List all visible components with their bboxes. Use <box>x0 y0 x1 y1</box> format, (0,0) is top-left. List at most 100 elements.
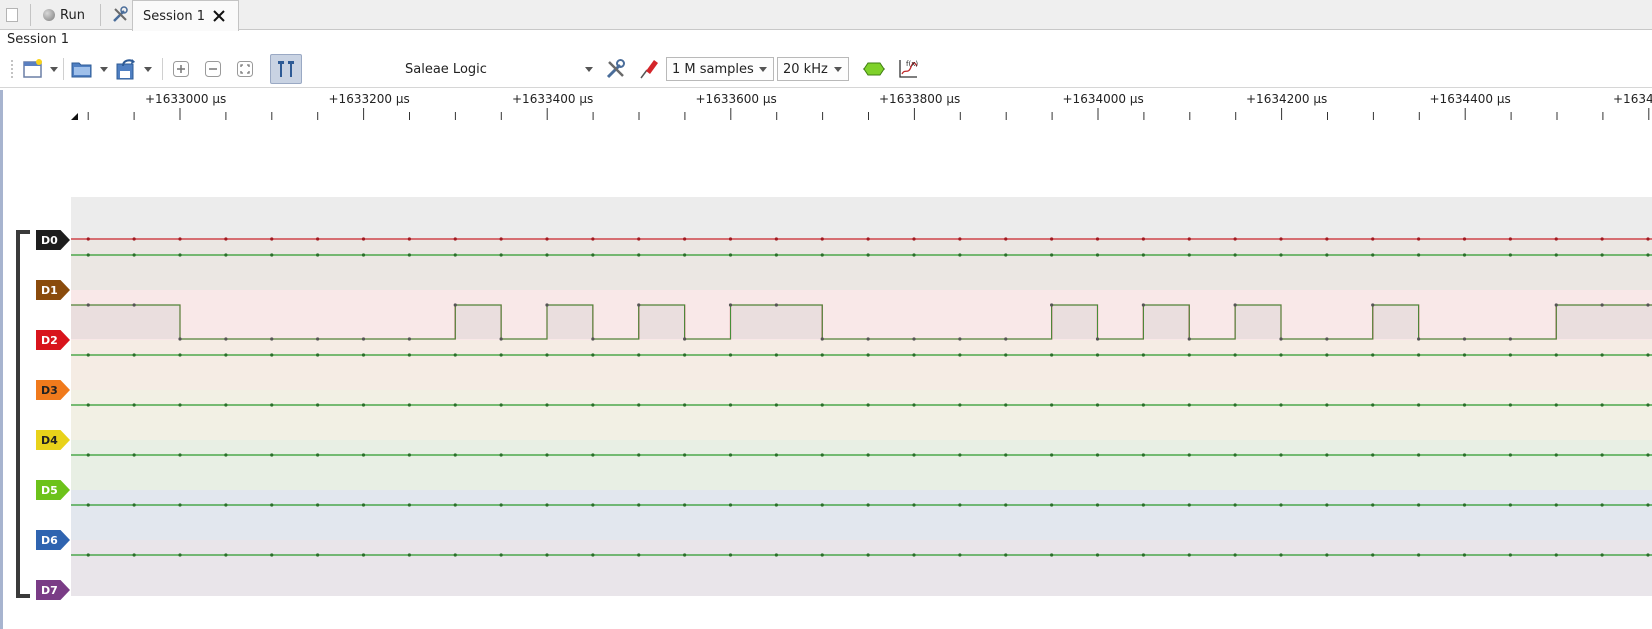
sample-dot <box>1508 337 1512 341</box>
sample-dot <box>1554 503 1558 507</box>
sample-dot <box>499 237 503 241</box>
zoom-out-button[interactable] <box>202 54 224 84</box>
sample-dot <box>591 453 595 457</box>
sample-dot <box>683 453 687 457</box>
sample-dot <box>499 253 503 257</box>
sample-dot <box>683 553 687 557</box>
sample-dot <box>1187 503 1191 507</box>
sample-dot <box>1646 403 1650 407</box>
device-name: Saleae Logic <box>405 61 487 77</box>
probe-button[interactable] <box>636 54 662 84</box>
channel-tag-d3[interactable]: D3 <box>36 380 70 400</box>
page-icon <box>6 8 18 22</box>
toolbar: Saleae Logic <box>0 50 1652 88</box>
sample-dot <box>453 237 457 241</box>
sample-dot <box>1462 337 1467 341</box>
samples-select[interactable]: 1 M samples <box>666 57 774 81</box>
sample-dot <box>1462 453 1467 457</box>
sample-dot <box>132 353 136 357</box>
sample-dot <box>1325 453 1329 457</box>
samples-value: 1 M samples <box>672 61 754 77</box>
tab-tools[interactable] <box>110 0 130 30</box>
sample-dot <box>728 503 733 507</box>
tab-session[interactable]: Session 1 <box>132 0 240 31</box>
sample-dot <box>1325 553 1329 557</box>
sample-dot <box>1554 353 1558 357</box>
sample-dot <box>316 453 320 457</box>
sample-dot <box>1508 553 1512 557</box>
sample-dot <box>453 253 457 257</box>
sample-dot <box>132 403 136 407</box>
device-selector[interactable]: Saleae Logic <box>405 54 605 84</box>
channel-tag-d2[interactable]: D2 <box>36 330 70 350</box>
sample-dot <box>1600 303 1604 307</box>
sample-dot <box>1646 503 1650 507</box>
new-session-button[interactable] <box>20 54 60 84</box>
channel-tag-d5[interactable]: D5 <box>36 480 70 500</box>
device-settings-button[interactable] <box>603 54 629 84</box>
lane-d5 <box>71 440 1652 490</box>
sample-dot <box>1508 453 1512 457</box>
sample-dot <box>1371 453 1375 457</box>
sample-dot <box>499 503 503 507</box>
zoom-in-button[interactable] <box>170 54 192 84</box>
sample-dot <box>1187 237 1191 241</box>
sample-dot <box>866 553 870 557</box>
sample-dot <box>1050 503 1054 507</box>
time-ruler[interactable]: +1633000 µs +1633200 µs +1633400 µs +163360… <box>0 90 1652 120</box>
new-page-tab[interactable] <box>6 0 18 30</box>
sample-dot <box>683 253 687 257</box>
signal-d2-high-pulse <box>730 305 823 339</box>
close-icon[interactable] <box>212 9 226 23</box>
signal-d2-high-pulse <box>547 305 593 339</box>
probe-pen-icon <box>640 60 658 79</box>
channel-tag-d1[interactable]: D1 <box>36 280 70 300</box>
sample-rate-value: 20 kHz <box>783 61 828 77</box>
sample-dot <box>1646 553 1650 557</box>
channel-tag-d0[interactable]: D0 <box>36 230 70 250</box>
sample-dot <box>1554 403 1558 407</box>
sample-dot <box>912 353 916 357</box>
sample-dot <box>1554 253 1558 257</box>
channel-tag-d4[interactable]: D4 <box>36 430 70 450</box>
sample-dot <box>545 503 549 507</box>
sample-dot <box>1325 503 1329 507</box>
sample-dot <box>1371 403 1375 407</box>
sample-dot <box>132 253 136 257</box>
sample-dot <box>224 353 228 357</box>
sample-dot <box>1325 253 1329 257</box>
measurements-button[interactable]: f(x) <box>896 54 920 84</box>
channel-tag-d7[interactable]: D7 <box>36 580 70 600</box>
sample-dot <box>1141 453 1145 457</box>
sample-dot <box>270 337 274 341</box>
open-button[interactable] <box>68 54 110 84</box>
sample-dot <box>407 503 411 507</box>
sample-rate-select[interactable]: 20 kHz <box>777 57 849 81</box>
zoom-fit-button[interactable] <box>234 54 256 84</box>
sample-dot <box>132 453 136 457</box>
analyzer-button[interactable] <box>862 54 886 84</box>
tab-run[interactable]: Run <box>43 0 85 30</box>
channel-tag-d6[interactable]: D6 <box>36 530 70 550</box>
cursor-mode-button[interactable] <box>270 54 302 84</box>
sample-dot <box>86 503 90 507</box>
sample-dot <box>591 403 595 407</box>
sample-dot <box>1600 353 1604 357</box>
sample-dot <box>361 353 366 357</box>
channel-group-bracket[interactable] <box>16 230 30 598</box>
sample-dot <box>1279 253 1283 257</box>
sample-dot <box>1508 503 1512 507</box>
sample-dot <box>132 553 136 557</box>
sample-dot <box>361 553 366 557</box>
sample-dot <box>637 403 641 407</box>
sample-dot <box>728 353 733 357</box>
sample-dot <box>361 403 366 407</box>
sample-dot <box>1233 353 1237 357</box>
sample-dot <box>224 453 228 457</box>
sample-dot <box>1004 237 1008 241</box>
sample-dot <box>316 503 320 507</box>
sample-dot <box>820 403 824 407</box>
save-button[interactable] <box>112 54 154 84</box>
sample-dot <box>774 253 778 257</box>
